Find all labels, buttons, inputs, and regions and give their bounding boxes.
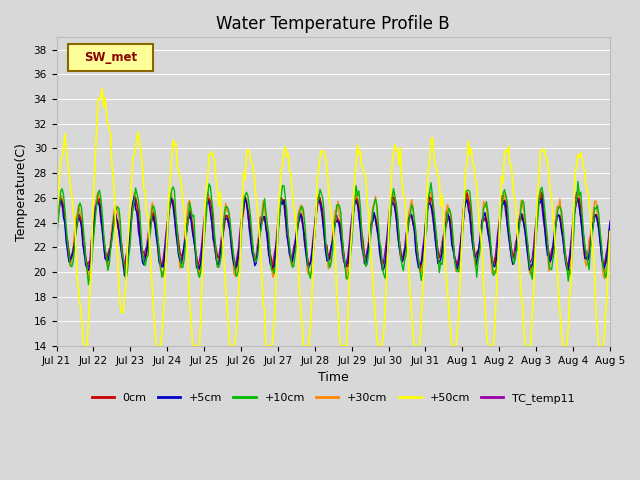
Title: Water Temperature Profile B: Water Temperature Profile B bbox=[216, 15, 450, 33]
FancyBboxPatch shape bbox=[68, 44, 154, 72]
Text: SW_met: SW_met bbox=[84, 51, 137, 64]
Y-axis label: Temperature(C): Temperature(C) bbox=[15, 143, 28, 240]
X-axis label: Time: Time bbox=[318, 372, 349, 384]
Legend: 0cm, +5cm, +10cm, +30cm, +50cm, TC_temp11: 0cm, +5cm, +10cm, +30cm, +50cm, TC_temp1… bbox=[87, 389, 579, 408]
